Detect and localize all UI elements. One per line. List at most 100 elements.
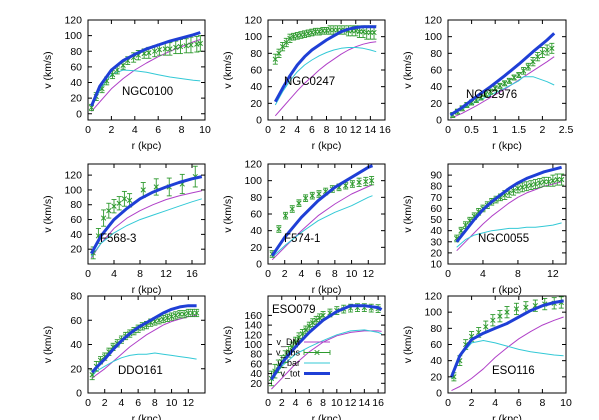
y-tick-label: 40 [250, 81, 262, 93]
x-tick-label: 10 [199, 124, 211, 136]
x-axis-label: r (kpc) [492, 413, 522, 420]
y-tick-label: 20 [430, 98, 442, 110]
x-axis-label: r (kpc) [312, 413, 342, 420]
plot-frame [87, 19, 206, 121]
y-tick-label: 50 [430, 214, 442, 226]
data-point-v-obs [181, 310, 187, 319]
x-axis-label: r (kpc) [492, 284, 522, 296]
x-tick-label: 6 [315, 268, 321, 280]
plot-frame [87, 295, 206, 394]
data-point-v-obs [541, 176, 547, 187]
data-point-v-obs [363, 176, 369, 187]
x-axis-label: r (kpc) [132, 140, 162, 152]
x-tick-label: 0 [85, 268, 91, 280]
data-point-v-obs [276, 225, 282, 233]
y-tick-label: 120 [244, 15, 262, 27]
x-tick-label: 2 [282, 268, 288, 280]
y-tick-label: 40 [70, 339, 82, 351]
y-tick-label: 100 [244, 339, 262, 351]
data-point-v-obs [279, 42, 286, 52]
y-tick-label: 40 [430, 81, 442, 93]
y-tick-label: 40 [430, 225, 442, 237]
y-tick-label: 80 [70, 291, 82, 303]
x-tick-label: 4 [294, 124, 300, 136]
data-point-v-obs [310, 318, 316, 328]
data-point-v-obs [121, 190, 128, 207]
galaxy-name: NGC2976 [466, 89, 517, 101]
x-tick-label: 10 [331, 397, 343, 409]
galaxy-name: DDO161 [118, 365, 163, 377]
x-axis-label: r (kpc) [312, 140, 342, 152]
data-point-v-obs [532, 179, 539, 189]
galaxy-name: F568-3 [100, 233, 136, 245]
y-tick-label: 70 [430, 192, 442, 204]
y-axis-label: v (km/s) [402, 51, 414, 88]
series-v-dm [451, 316, 564, 392]
plot-frame [267, 19, 386, 121]
x-tick-label: 4 [111, 268, 117, 280]
x-axis-label: r (kpc) [312, 284, 342, 296]
data-point-v-obs [183, 38, 189, 54]
x-tick-label: 4 [480, 268, 486, 280]
x-tick-label: 12 [160, 268, 172, 280]
x-tick-label: 2 [469, 397, 475, 409]
data-point-v-obs [501, 80, 508, 87]
x-tick-label: 0 [265, 124, 271, 136]
data-point-v-obs [497, 82, 503, 89]
data-point-v-obs [305, 29, 311, 38]
legend-label-v-tot: v_tot [280, 369, 300, 379]
series-v-tot [273, 25, 377, 103]
x-axis-label: r (kpc) [132, 284, 162, 296]
y-tick-label: 80 [70, 46, 82, 58]
data-point-v-obs [106, 202, 112, 219]
data-point-v-obs [316, 190, 322, 198]
y-axis-label: v (km/s) [402, 195, 414, 232]
y-tick-label: 20 [250, 242, 262, 254]
data-point-v-obs [111, 199, 117, 214]
series-v-bar [456, 222, 562, 248]
y-tick-label: 20 [250, 98, 262, 110]
data-point-v-obs [188, 36, 194, 54]
legend-label-v-bar: v_bar [277, 358, 300, 368]
data-point-v-obs [535, 52, 541, 62]
x-tick-label: 2 [279, 397, 285, 409]
x-tick-label: 12 [345, 397, 357, 409]
y-tick-label: 120 [424, 15, 442, 27]
galaxy-name: F574-1 [284, 233, 320, 245]
panel-f568-3: 0 4 8 12 16 20 40 60 80 100 120 r (kpc) v (km/s) F568… [42, 163, 206, 296]
galaxy-name: NGC0055 [478, 233, 529, 245]
series-v-tot [455, 165, 562, 243]
y-tick-label: 100 [64, 184, 82, 196]
x-tick-label: 0 [445, 268, 451, 280]
data-point-v-obs [167, 42, 173, 56]
y-axis-label: v (km/s) [222, 326, 234, 363]
legend-label-v-obs: v_obs [276, 348, 301, 358]
data-point-v-obs [539, 47, 546, 58]
y-tick-label: 20 [430, 247, 442, 259]
series-v-tot [270, 164, 374, 257]
y-axis-label: v (km/s) [222, 195, 234, 232]
data-point-v-obs [537, 177, 543, 188]
y-tick-label: 60 [70, 315, 82, 327]
data-point-v-obs [513, 302, 520, 316]
x-tick-label: 4 [293, 397, 299, 409]
series-v-obs [88, 35, 203, 112]
data-point-v-obs [530, 57, 536, 67]
x-tick-label: 8 [332, 268, 338, 280]
y-tick-label: 80 [430, 323, 442, 335]
x-tick-label: 8 [137, 268, 143, 280]
x-tick-label: 16 [372, 397, 384, 409]
x-tick-label: 4 [492, 397, 498, 409]
y-tick-label: 60 [430, 339, 442, 351]
data-point-v-obs [189, 308, 196, 318]
galaxy-name: NGC0247 [284, 76, 335, 88]
data-point-v-obs [368, 176, 375, 186]
data-point-v-obs [100, 209, 107, 227]
data-point-v-obs [185, 308, 191, 318]
y-tick-label: 20 [70, 363, 82, 375]
data-point-v-obs [549, 42, 555, 54]
